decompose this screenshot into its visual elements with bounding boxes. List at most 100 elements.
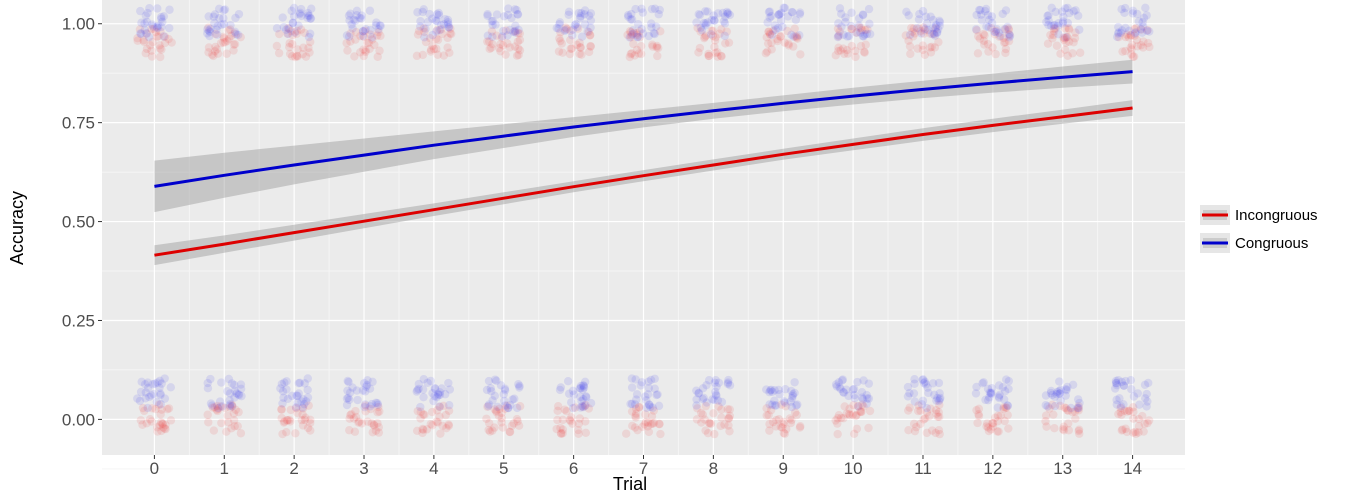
raw-point	[296, 8, 305, 18]
raw-point	[861, 25, 870, 35]
raw-point	[307, 4, 316, 13]
raw-point	[512, 51, 522, 60]
raw-point	[1050, 392, 1059, 402]
raw-point	[985, 388, 994, 397]
raw-point	[977, 10, 986, 19]
raw-point	[724, 414, 734, 423]
raw-point	[935, 18, 945, 27]
raw-point	[631, 4, 640, 14]
raw-point	[145, 4, 154, 13]
raw-point	[503, 10, 513, 20]
raw-point	[1071, 414, 1080, 423]
raw-point	[788, 390, 798, 399]
raw-point	[292, 403, 301, 413]
raw-point	[346, 37, 355, 46]
raw-point	[650, 29, 659, 39]
raw-point	[566, 35, 575, 45]
raw-point	[217, 378, 226, 387]
raw-point	[792, 410, 801, 420]
raw-point	[1061, 404, 1071, 413]
raw-point	[768, 387, 777, 397]
raw-point	[492, 376, 501, 385]
raw-point	[1004, 36, 1014, 46]
raw-point	[434, 8, 443, 18]
raw-point	[854, 23, 864, 32]
raw-point	[203, 410, 212, 419]
raw-point	[568, 386, 578, 396]
raw-point	[569, 390, 579, 399]
raw-point	[154, 32, 163, 41]
raw-point	[137, 18, 146, 27]
raw-point	[974, 411, 984, 421]
raw-point	[1119, 381, 1129, 390]
raw-point	[910, 29, 919, 38]
raw-point	[583, 27, 592, 36]
raw-point	[988, 43, 997, 52]
raw-point	[374, 28, 383, 37]
raw-point	[285, 49, 295, 59]
raw-point	[1005, 33, 1014, 42]
raw-point	[303, 374, 312, 383]
raw-point	[155, 420, 165, 430]
raw-point	[650, 384, 659, 393]
raw-point	[694, 10, 703, 19]
raw-point	[142, 29, 151, 38]
raw-point	[1061, 33, 1070, 42]
raw-point	[282, 377, 291, 386]
raw-point	[497, 414, 506, 423]
raw-point	[552, 23, 561, 33]
raw-point	[1130, 29, 1140, 38]
raw-point	[790, 24, 799, 33]
raw-point	[293, 408, 302, 418]
raw-point	[858, 10, 868, 19]
raw-point	[297, 397, 306, 406]
raw-point	[219, 13, 228, 23]
raw-point	[644, 427, 654, 437]
raw-point	[905, 42, 915, 51]
raw-point	[1050, 24, 1059, 33]
raw-point	[444, 23, 454, 32]
raw-point	[433, 418, 443, 427]
raw-point	[483, 31, 493, 40]
raw-point	[374, 428, 384, 437]
raw-point	[764, 7, 774, 17]
raw-point	[210, 47, 220, 56]
raw-point	[483, 9, 492, 19]
raw-point	[912, 23, 922, 33]
raw-point	[979, 29, 988, 39]
raw-point	[1133, 9, 1142, 19]
raw-point	[416, 414, 425, 423]
raw-point	[766, 405, 776, 415]
raw-point	[711, 390, 721, 399]
raw-point	[1140, 394, 1150, 403]
raw-point	[219, 6, 228, 15]
raw-point	[1063, 382, 1072, 392]
raw-point	[722, 27, 732, 36]
raw-point	[935, 412, 944, 422]
raw-point	[987, 12, 997, 21]
raw-point	[1058, 425, 1068, 434]
raw-point	[935, 21, 944, 30]
raw-point	[305, 418, 315, 428]
x-tick-label: 9	[779, 459, 788, 478]
raw-point	[718, 8, 728, 18]
raw-point	[929, 15, 938, 25]
raw-point	[692, 395, 701, 404]
raw-point	[851, 52, 860, 62]
raw-point	[1055, 377, 1064, 386]
raw-point	[1044, 11, 1053, 20]
raw-point	[500, 384, 510, 393]
raw-point	[693, 404, 702, 413]
raw-point	[1045, 404, 1054, 413]
raw-point	[917, 400, 927, 409]
raw-point	[423, 17, 433, 27]
raw-point	[431, 384, 440, 394]
raw-point	[226, 25, 235, 34]
raw-point	[864, 423, 873, 433]
raw-point	[419, 5, 428, 14]
raw-point	[918, 396, 928, 405]
raw-point	[515, 383, 524, 392]
raw-point	[1130, 24, 1139, 34]
raw-point	[497, 418, 506, 427]
raw-point	[433, 50, 442, 59]
